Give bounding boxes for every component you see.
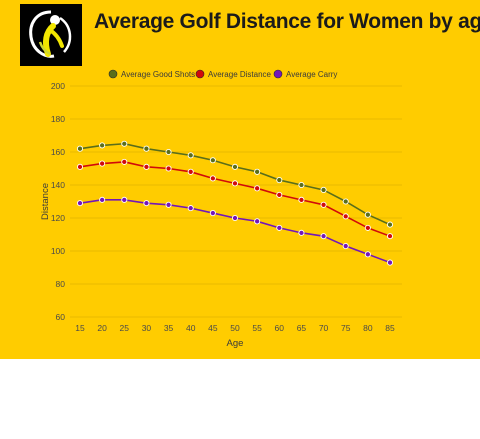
data-point[interactable] <box>209 157 216 164</box>
y-tick-label: 80 <box>56 279 66 289</box>
data-point[interactable] <box>143 145 150 152</box>
data-point[interactable] <box>254 168 261 175</box>
y-tick-label: 100 <box>51 246 65 256</box>
x-tick-label: 70 <box>319 323 329 333</box>
data-point[interactable] <box>276 176 283 184</box>
data-point[interactable] <box>320 201 327 208</box>
data-point[interactable] <box>121 158 128 165</box>
data-point[interactable] <box>364 251 371 258</box>
x-tick-label: 25 <box>120 323 130 333</box>
data-point[interactable] <box>121 140 128 147</box>
chart-panel: Average Golf Distance for Women by age <box>0 0 480 359</box>
data-point[interactable] <box>99 160 106 167</box>
x-tick-label: 20 <box>97 323 107 333</box>
data-point[interactable] <box>342 198 349 205</box>
legend-label[interactable]: Average Good Shots <box>121 70 195 79</box>
x-axis-label: Age <box>227 338 244 349</box>
series-line <box>79 199 391 264</box>
y-axis-label: Distance <box>40 183 51 220</box>
data-point[interactable] <box>165 148 172 156</box>
data-point[interactable] <box>276 191 283 198</box>
x-tick-label: 45 <box>208 323 218 333</box>
x-tick-label: 60 <box>275 323 285 333</box>
data-point[interactable] <box>342 213 349 220</box>
x-tick-label: 75 <box>341 323 351 333</box>
data-point[interactable] <box>231 180 239 187</box>
y-tick-label: 140 <box>51 180 65 190</box>
data-point[interactable] <box>99 142 106 149</box>
data-point[interactable] <box>298 196 305 203</box>
y-tick-label: 180 <box>51 114 65 124</box>
legend-marker[interactable] <box>273 69 283 79</box>
data-point[interactable] <box>254 218 261 225</box>
x-tick-label: 40 <box>186 323 196 333</box>
x-tick-label: 50 <box>230 323 240 333</box>
data-point[interactable] <box>386 259 394 266</box>
data-point[interactable] <box>165 201 172 208</box>
data-point[interactable] <box>187 152 194 159</box>
x-tick-label: 15 <box>75 323 85 333</box>
legend-marker[interactable] <box>195 69 205 79</box>
data-point[interactable] <box>386 221 394 228</box>
y-tick-label: 200 <box>51 81 65 91</box>
y-tick-label: 120 <box>51 213 65 223</box>
x-tick-label: 65 <box>297 323 307 333</box>
data-point[interactable] <box>121 196 128 203</box>
data-point[interactable] <box>254 185 261 192</box>
data-point[interactable] <box>298 181 305 189</box>
chart-plot: 60 80 100 120 140 160 180 200 15 20 25 30 35 40 45 50 55… <box>40 69 402 349</box>
data-point[interactable] <box>320 233 327 240</box>
y-tick-label: 60 <box>56 312 66 322</box>
data-point[interactable] <box>298 229 305 236</box>
data-point[interactable] <box>209 175 216 182</box>
x-tick-label: 80 <box>363 323 373 333</box>
x-tick-label: 35 <box>164 323 174 333</box>
golfer-logo-icon <box>29 10 72 58</box>
data-point[interactable] <box>76 145 84 152</box>
data-point[interactable] <box>99 196 106 203</box>
legend-marker[interactable] <box>108 69 118 79</box>
chart-title: Average Golf Distance for Women by age <box>94 10 480 33</box>
x-tick-label: 85 <box>385 323 395 333</box>
data-point[interactable] <box>76 200 84 207</box>
data-point[interactable] <box>187 168 194 175</box>
data-point[interactable] <box>364 224 371 231</box>
data-point[interactable] <box>386 233 394 240</box>
data-point[interactable] <box>342 242 349 250</box>
data-point[interactable] <box>187 205 194 212</box>
data-point[interactable] <box>231 214 239 222</box>
data-point[interactable] <box>143 200 150 207</box>
data-point[interactable] <box>364 211 371 218</box>
x-tick-label: 30 <box>142 323 152 333</box>
data-point[interactable] <box>143 163 150 170</box>
x-tick-label: 55 <box>252 323 262 333</box>
data-point[interactable] <box>165 165 172 172</box>
data-point[interactable] <box>320 186 327 193</box>
legend-label[interactable]: Average Carry <box>286 70 337 79</box>
data-point[interactable] <box>231 163 239 170</box>
data-point[interactable] <box>276 224 283 231</box>
legend-label[interactable]: Average Distance <box>208 70 272 79</box>
data-point[interactable] <box>209 209 216 217</box>
golfer-logo <box>20 4 82 66</box>
y-tick-label: 160 <box>51 147 65 157</box>
data-point[interactable] <box>76 163 84 170</box>
